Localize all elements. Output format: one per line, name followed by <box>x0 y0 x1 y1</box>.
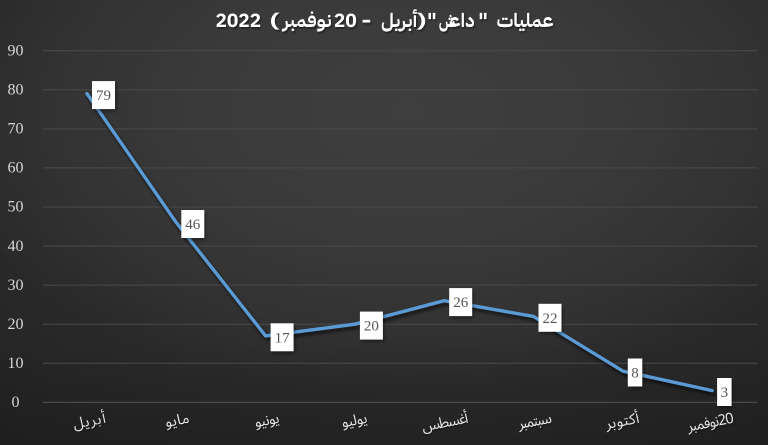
svg-text:80: 80 <box>8 82 24 99</box>
svg-text:40: 40 <box>8 238 24 255</box>
svg-text:8: 8 <box>631 366 639 382</box>
svg-text:10: 10 <box>8 355 24 372</box>
svg-text:17: 17 <box>275 330 291 346</box>
svg-text:70: 70 <box>8 121 24 138</box>
svg-text:0: 0 <box>12 394 20 411</box>
svg-text:60: 60 <box>8 160 24 177</box>
svg-text:90: 90 <box>8 43 24 60</box>
svg-text:50: 50 <box>8 199 24 216</box>
svg-text:26: 26 <box>453 295 469 311</box>
svg-text:46: 46 <box>185 217 201 233</box>
svg-text:79: 79 <box>96 88 111 104</box>
svg-text:22: 22 <box>543 311 558 327</box>
svg-text:30: 30 <box>8 277 24 294</box>
svg-text:20: 20 <box>8 316 24 333</box>
svg-text:3: 3 <box>721 385 729 401</box>
svg-text:20: 20 <box>364 319 379 335</box>
